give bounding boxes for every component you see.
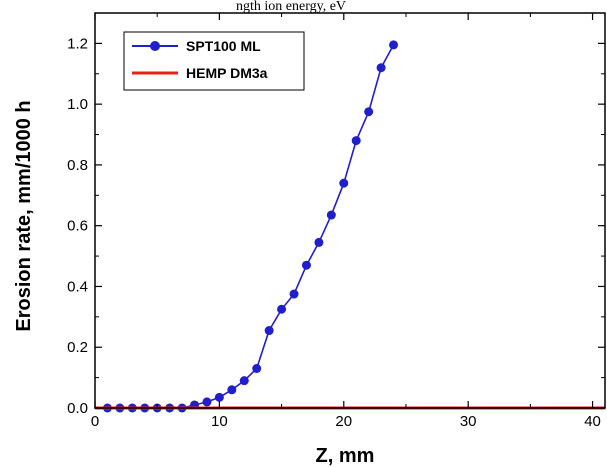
data-point-spt100-ml bbox=[339, 178, 349, 188]
x-tick-label: 20 bbox=[335, 413, 352, 430]
x-tick-label: 10 bbox=[211, 413, 228, 430]
series-layer bbox=[95, 40, 605, 413]
x-axis-title: Z, mm bbox=[316, 445, 375, 467]
data-point-spt100-ml bbox=[214, 392, 224, 402]
data-point-spt100-ml bbox=[264, 326, 274, 336]
series-line-spt100-ml bbox=[107, 44, 395, 409]
data-point-spt100-ml bbox=[351, 136, 361, 146]
data-point-spt100-ml bbox=[202, 397, 212, 407]
y-tick-label: 1.2 bbox=[67, 35, 88, 52]
y-tick-label: 0.8 bbox=[67, 157, 88, 174]
y-axis-title: Erosion rate, mm/1000 h bbox=[13, 100, 35, 331]
y-tick-label: 0.6 bbox=[67, 218, 88, 235]
legend: SPT100 ML HEMP DM3a bbox=[123, 31, 305, 91]
data-point-spt100-ml bbox=[227, 385, 237, 395]
plot-frame bbox=[94, 12, 606, 409]
top-caption: ngth ion energy, eV bbox=[236, 0, 346, 14]
data-point-spt100-ml bbox=[389, 40, 399, 50]
data-point-spt100-ml bbox=[277, 304, 287, 314]
x-tick-label: 40 bbox=[584, 413, 601, 430]
y-tick-label: 0.4 bbox=[67, 278, 88, 295]
y-tick-label: 0.2 bbox=[67, 339, 88, 356]
data-point-spt100-ml bbox=[364, 107, 374, 117]
y-tick-label: 0.0 bbox=[67, 400, 88, 417]
y-tick-label: 1.0 bbox=[67, 96, 88, 113]
legend-label-hemp: HEMP DM3a bbox=[186, 65, 268, 81]
x-tick-label: 30 bbox=[460, 413, 477, 430]
axes-layer bbox=[94, 12, 606, 409]
data-point-spt100-ml bbox=[239, 376, 249, 386]
ticks-layer: 0 10 20 30 40 0.0 0.2 0.4 0.6 0.8 1.0 1.2 bbox=[67, 12, 605, 430]
data-point-spt100-ml bbox=[301, 260, 311, 270]
data-point-spt100-ml bbox=[289, 289, 299, 299]
legend-box bbox=[123, 31, 305, 91]
legend-label-spt100: SPT100 ML bbox=[186, 38, 261, 54]
x-tick-label: 0 bbox=[91, 413, 99, 430]
data-point-spt100-ml bbox=[252, 364, 262, 373]
data-point-spt100-ml bbox=[326, 210, 336, 220]
data-point-spt100-ml bbox=[314, 237, 324, 247]
data-point-spt100-ml bbox=[376, 63, 386, 73]
legend-marker-spt100 bbox=[150, 41, 160, 51]
